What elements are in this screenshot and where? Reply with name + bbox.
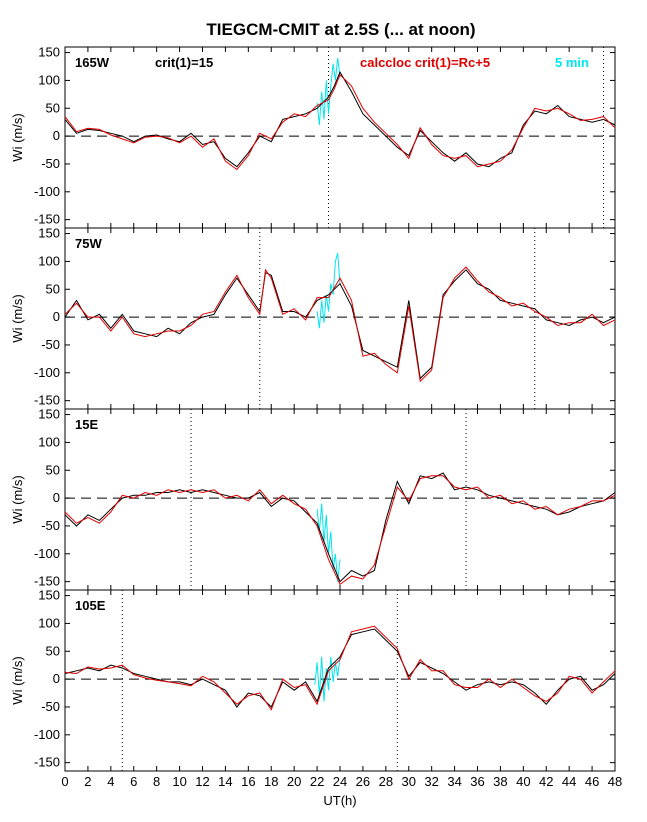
y-tick-label: -50 — [41, 518, 60, 533]
x-tick-label: 44 — [562, 774, 576, 789]
series-line — [64, 472, 616, 583]
x-tick-label: 46 — [585, 774, 599, 789]
panel-label: 75W — [75, 236, 102, 251]
y-tick-label: -50 — [41, 337, 60, 352]
y-tick-label: 50 — [46, 462, 60, 477]
x-tick-label: 20 — [287, 774, 301, 789]
x-tick-label: 42 — [539, 774, 553, 789]
x-tick-label: 16 — [241, 774, 255, 789]
panel-75w: -150 -100 -50 0 50 100 150 75W Wi (m/s) — [10, 226, 616, 410]
panel-frame — [64, 227, 616, 410]
x-tick-label: 40 — [516, 774, 530, 789]
y-axis-label: Wi (m/s) — [10, 294, 25, 342]
x-tick-label: 6 — [130, 774, 137, 789]
series-group — [64, 252, 616, 383]
x-tick-label: 36 — [470, 774, 484, 789]
y-tick-label: 0 — [53, 671, 60, 686]
x-tick-label: 28 — [379, 774, 393, 789]
five-min-label: 5 min — [555, 55, 589, 70]
x-tick-label: 2 — [84, 774, 91, 789]
panel-label: 165W — [75, 55, 110, 70]
x-tick-label: 32 — [424, 774, 438, 789]
panel-label: 105E — [75, 598, 106, 613]
x-tick-label: 12 — [195, 774, 209, 789]
panel-frame — [64, 589, 616, 772]
crit-label: crit(1)=15 — [155, 55, 213, 70]
series-line — [64, 73, 616, 171]
y-axis-label: Wi (m/s) — [10, 656, 25, 704]
y-tick-label: -150 — [34, 212, 60, 227]
series-line — [64, 475, 616, 586]
series-line — [64, 269, 616, 380]
series-line — [64, 628, 616, 708]
y-tick-label: 50 — [46, 643, 60, 658]
y-tick-label: 150 — [38, 45, 60, 60]
y-tick-label: 0 — [53, 128, 60, 143]
x-tick-label: 8 — [153, 774, 160, 789]
y-tick-label: 100 — [38, 615, 60, 630]
y-tick-label: 0 — [53, 490, 60, 505]
series-line — [64, 266, 616, 383]
y-tick-label: -50 — [41, 699, 60, 714]
y-tick-label: 150 — [38, 588, 60, 603]
y-tick-label: -150 — [34, 755, 60, 770]
y-tick-label: 100 — [38, 72, 60, 87]
series-group — [64, 472, 616, 586]
y-tick-label: -150 — [34, 574, 60, 589]
series-group — [64, 625, 616, 711]
y-tick-label: -150 — [34, 393, 60, 408]
y-axis-label: Wi (m/s) — [10, 113, 25, 161]
x-axis-label: UT(h) — [323, 793, 356, 808]
figure-title: TIEGCM-CMIT at 2.5S (... at noon) — [206, 20, 475, 39]
series-line — [314, 656, 341, 702]
x-tick-label: 0 — [61, 774, 68, 789]
y-tick-label: -100 — [34, 184, 60, 199]
y-tick-label: 150 — [38, 407, 60, 422]
y-tick-label: 150 — [38, 226, 60, 241]
series-line — [64, 625, 616, 711]
x-tick-label: 24 — [333, 774, 347, 789]
x-tick-label: 48 — [608, 774, 622, 789]
calccloc-label: calccloc crit(1)=Rc+5 — [360, 55, 490, 70]
y-tick-label: 100 — [38, 253, 60, 268]
y-tick-label: -100 — [34, 727, 60, 742]
panel-label: 15E — [75, 417, 98, 432]
x-tick-label: 22 — [310, 774, 324, 789]
x-tick-label: 14 — [218, 774, 232, 789]
series-line — [316, 252, 341, 329]
x-tick-label: 34 — [447, 774, 461, 789]
series-group — [64, 58, 616, 171]
y-tick-label: -50 — [41, 156, 60, 171]
y-tick-label: 50 — [46, 100, 60, 115]
x-tick-label: 18 — [264, 774, 278, 789]
series-line — [316, 503, 341, 582]
y-tick-label: 0 — [53, 309, 60, 324]
series-line — [64, 70, 616, 168]
panel-165w: -150 -100 -50 0 50 100 150 165W crit(1)=15 calccl… — [10, 45, 616, 229]
y-tick-label: -100 — [34, 546, 60, 561]
series-line — [316, 58, 341, 126]
y-axis-label: Wi (m/s) — [10, 475, 25, 523]
panel-15e: -150 -100 -50 0 50 100 150 15E Wi (m/s) — [10, 407, 616, 591]
x-tick-label: 10 — [172, 774, 186, 789]
x-tick-label: 30 — [402, 774, 416, 789]
y-tick-label: -100 — [34, 365, 60, 380]
y-tick-label: 100 — [38, 434, 60, 449]
y-tick-label: 50 — [46, 281, 60, 296]
x-tick-label: 4 — [107, 774, 114, 789]
x-tick-label: 38 — [493, 774, 507, 789]
x-tick-label: 26 — [356, 774, 370, 789]
